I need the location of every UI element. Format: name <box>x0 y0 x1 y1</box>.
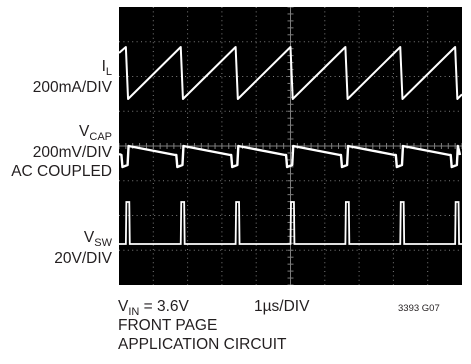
vin-subscript: IN <box>128 306 140 318</box>
vsw-name: V <box>83 229 95 246</box>
vin-name: V <box>118 298 129 315</box>
vsw-subscript: SW <box>94 237 112 249</box>
condition-line-3: APPLICATION CIRCUIT <box>118 336 287 353</box>
vcap-subscript: CAP <box>89 131 112 143</box>
il-subscript: L <box>105 66 112 78</box>
vin-value: = 3.6V <box>139 298 189 315</box>
vcap-trace <box>119 144 462 169</box>
il-name: I <box>101 58 106 75</box>
condition-line-2: FRONT PAGE <box>118 317 218 334</box>
il-channel-label: IL 200mA/DIV <box>33 57 112 97</box>
vcap-coupling: AC COUPLED <box>11 163 112 180</box>
vsw-trace <box>119 201 462 245</box>
time-per-division: 1µs/DIV <box>254 298 310 315</box>
vcap-scale: 200mV/DIV <box>32 144 112 161</box>
il-scale: 200mA/DIV <box>32 79 112 96</box>
vin-condition: VIN = 3.6V <box>118 297 189 318</box>
oscilloscope-screen <box>119 7 462 285</box>
vsw-scale: 20V/DIV <box>54 250 112 267</box>
figure-id: 3393 G07 <box>398 303 440 314</box>
vsw-channel-label: VSW 20V/DIV <box>54 228 112 268</box>
vcap-name: V <box>79 123 90 140</box>
waveform-traces <box>119 46 462 245</box>
il-trace <box>119 46 462 100</box>
vcap-channel-label: VCAP 200mV/DIV AC COUPLED <box>11 122 112 181</box>
